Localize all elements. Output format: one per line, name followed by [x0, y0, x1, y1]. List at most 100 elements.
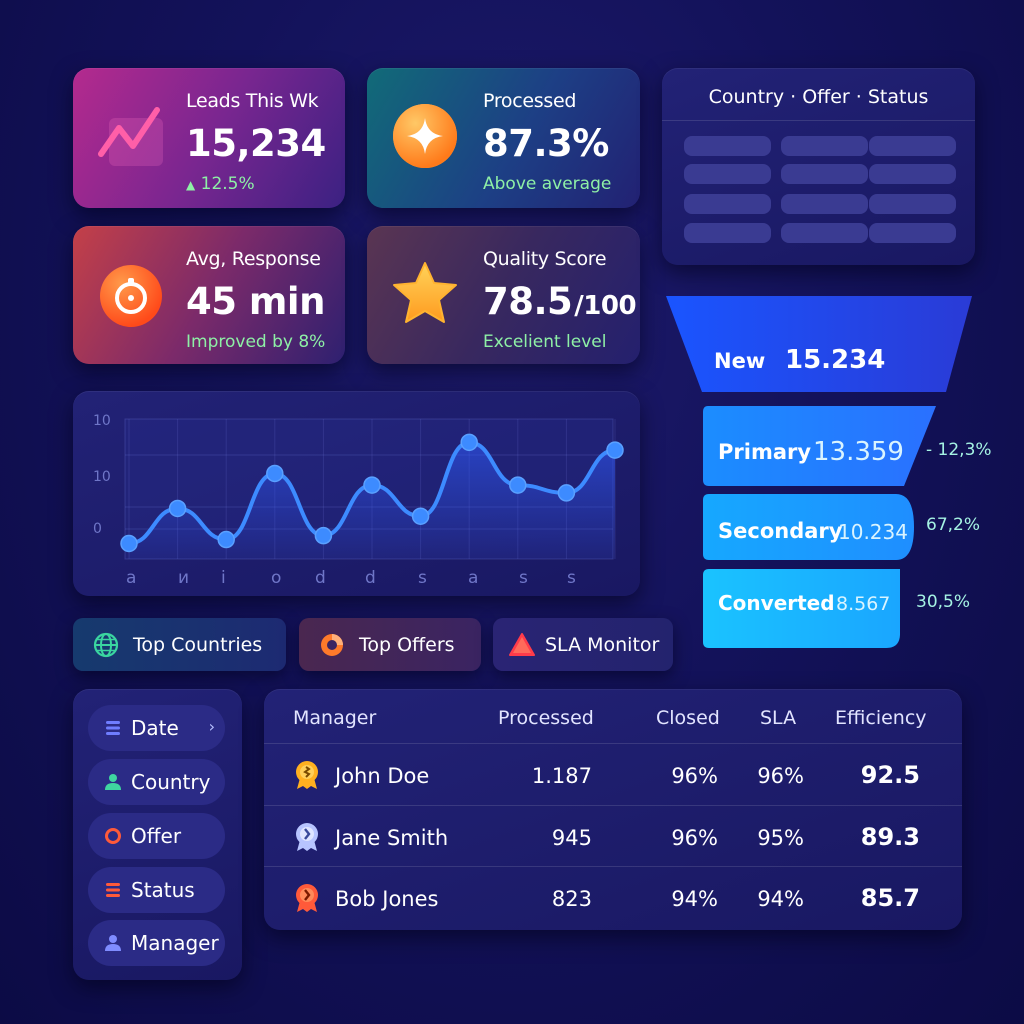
skeleton-cell [684, 164, 771, 184]
data-point [120, 534, 138, 553]
funnel-label-secondary: Secondary [718, 519, 843, 543]
data-point [557, 484, 576, 502]
funnel-pct-primary: - 12,3% [926, 440, 992, 460]
column-header-processed[interactable]: Processed [498, 707, 594, 729]
data-point [217, 530, 235, 549]
preview-title: Country · Offer · Status [708, 86, 929, 108]
x-tick-label: s [567, 568, 576, 588]
filter-label: Offer [131, 824, 182, 848]
kpi-note: Improved by 8% [186, 332, 326, 352]
funnel-stage-primary[interactable] [703, 406, 936, 486]
filter-label: Country [131, 770, 211, 794]
sla-value: 95% [757, 826, 804, 850]
closed-value: 96% [671, 764, 718, 788]
processed-value: 945 [551, 826, 592, 850]
x-tick-label: o [271, 568, 281, 588]
pie-chart-icon [321, 633, 343, 656]
kpi-value: 87.3% [483, 122, 609, 165]
bars-icon [106, 883, 120, 897]
timer-icon [100, 265, 162, 327]
skeleton-cell [684, 194, 771, 214]
tab-top-offers[interactable]: Top Offers [299, 618, 481, 671]
skeleton-cell [869, 164, 956, 184]
column-header-closed[interactable]: Closed [656, 707, 720, 729]
x-tick-label: a [126, 568, 136, 588]
kpi-value: 15,234 [186, 122, 326, 165]
kpi-value: 45 min [186, 280, 325, 323]
filter-date[interactable]: Date › [88, 705, 225, 751]
tab-sla-monitor[interactable]: SLA Monitor [493, 618, 673, 671]
trend-line-icon [98, 107, 163, 166]
manager-name: John Doe [335, 764, 430, 788]
data-point [314, 526, 333, 545]
kpi-card-processed[interactable]: Processed 87.3% Above average [367, 68, 640, 208]
manager-badge-icon [296, 761, 318, 789]
person-icon [105, 935, 121, 951]
x-tick-label: s [519, 568, 528, 588]
filter-manager[interactable]: Manager [88, 920, 225, 966]
kpi-value: 78.5/100 [483, 280, 637, 323]
manager-badge-icon [296, 823, 318, 851]
sparkle-icon [393, 104, 457, 168]
line-chart-svg: 10 10 0 a и i o d d s a s s [93, 413, 624, 588]
kpi-card-leads[interactable]: Leads This Wk 15,234 ▲ 12.5% [73, 68, 345, 208]
sla-value: 96% [757, 764, 804, 788]
y-tick-label: 10 [93, 469, 111, 485]
star-icon [393, 262, 457, 323]
x-tick-label: i [221, 568, 226, 588]
filter-label: Manager [131, 931, 219, 955]
globe-icon [93, 632, 119, 657]
funnel-value-primary: 13.359 [813, 437, 904, 467]
efficiency-value: 89.3 [860, 823, 920, 851]
skeleton-cell [781, 164, 868, 184]
funnel-label-new: New [714, 349, 766, 373]
tab-label: Top Offers [359, 633, 455, 656]
processed-value: 823 [551, 887, 592, 911]
kpi-note: Above average [483, 174, 612, 194]
data-point [606, 441, 624, 459]
efficiency-value: 85.7 [860, 884, 920, 912]
skeleton-cell [869, 223, 956, 243]
kpi-change: ▲ 12.5% [186, 174, 255, 194]
kpi-card-response[interactable]: Avg, Response 45 min Improved by 8% [73, 226, 345, 364]
filter-label: Status [131, 878, 195, 902]
row-divider [264, 866, 962, 867]
preview-divider [662, 120, 975, 121]
closed-value: 94% [671, 887, 718, 911]
filter-offer[interactable]: Offer [88, 813, 225, 859]
warning-icon [509, 632, 535, 656]
leads-line-chart: 10 10 0 a и i o d d s a s s [73, 391, 640, 596]
data-point [266, 464, 284, 483]
filter-country[interactable]: Country [88, 759, 225, 805]
skeleton-cell [869, 136, 956, 156]
funnel-stage-converted[interactable] [703, 569, 900, 648]
tab-label: Top Countries [133, 633, 263, 656]
column-header-sla[interactable]: SLA [760, 707, 797, 729]
manager-table: Manager Processed Closed SLA Efficiency … [264, 689, 962, 930]
kpi-card-quality[interactable]: Quality Score 78.5/100 Excelient level [367, 226, 640, 364]
manager-badge-icon [296, 884, 318, 912]
column-header-manager[interactable]: Manager [293, 707, 377, 729]
x-tick-label: d [365, 568, 376, 588]
sla-value: 94% [757, 887, 804, 911]
kpi-label: Quality Score [483, 248, 607, 270]
filter-status[interactable]: Status [88, 867, 225, 913]
funnel-stage-secondary[interactable] [703, 494, 914, 560]
funnel-pct-converted: 30,5% [916, 592, 971, 612]
x-tick-label: d [315, 568, 326, 588]
funnel-stage-new[interactable] [666, 296, 972, 392]
data-point [460, 433, 478, 452]
row-divider [264, 805, 962, 806]
chevron-right-icon: › [208, 717, 215, 736]
breakdown-preview-card[interactable]: Country · Offer · Status [662, 68, 975, 265]
x-tick-label: s [418, 568, 427, 588]
manager-name: Bob Jones [335, 887, 439, 911]
column-header-efficiency[interactable]: Efficiency [835, 707, 927, 729]
kpi-note: Excelient level [483, 332, 607, 352]
x-tick-label: и [178, 568, 189, 588]
skeleton-cell [781, 194, 868, 214]
x-tick-label: a [468, 568, 478, 588]
data-point [363, 476, 381, 494]
tab-top-countries[interactable]: Top Countries [73, 618, 286, 671]
skeleton-cell [781, 223, 868, 243]
